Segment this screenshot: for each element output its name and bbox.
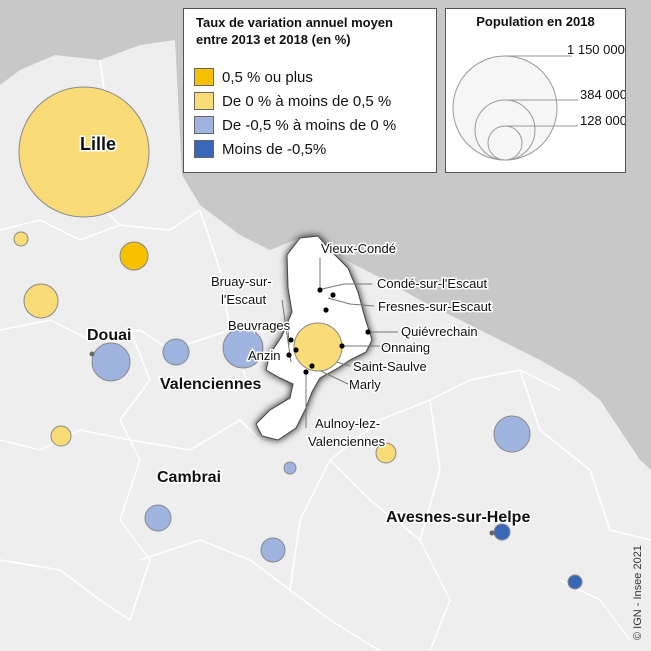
circle-denain: [222, 327, 264, 369]
label-lille: Lille: [80, 134, 116, 154]
commune-points: [286, 287, 371, 375]
legend-circle-small: [487, 125, 523, 161]
legend-rate-label: De -0,5 % à moins de 0 %: [222, 116, 397, 134]
legend-swatch: [194, 92, 214, 110]
legend-rate-label: De 0 % à moins de 0,5 %: [222, 92, 392, 110]
label-bruay-2: l'Escaut: [221, 292, 267, 307]
label-avesnes: Avesnes-sur-Helpe: [386, 509, 530, 526]
label-marly: Marly: [349, 377, 381, 392]
label-saint-saulve: Saint-Saulve: [353, 359, 427, 374]
legend-rate-row: Moins de -0,5%: [194, 139, 326, 159]
legend-rate-row: De 0 % à moins de 0,5 %: [194, 91, 391, 111]
label-quievrechain: Quiévrechain: [401, 324, 478, 339]
legend-rate-title: Taux de variation annuel moyen entre 201…: [196, 14, 432, 48]
legend-rate-label: Moins de -0,5%: [222, 140, 327, 158]
legend-swatch: [194, 116, 214, 134]
circle-commune-g: [260, 537, 286, 563]
label-conde: Condé-sur-l'Escaut: [377, 276, 488, 291]
circle-valenciennes-centre: [293, 322, 343, 372]
point-marly: [303, 369, 309, 375]
label-cambrai: Cambrai: [157, 469, 221, 486]
legend-rate-title-line1: Taux de variation annuel moyen: [196, 15, 393, 30]
point-bruay: [288, 337, 294, 343]
circle-lille: [18, 86, 150, 218]
circle-commune-f: [283, 461, 297, 475]
point-onnaing: [339, 343, 345, 349]
legend-rate-title-line2: entre 2013 et 2018 (en %): [196, 32, 351, 47]
label-douai: Douai: [87, 327, 131, 344]
point-anzin: [286, 352, 292, 358]
point-vieux-conde: [317, 287, 323, 293]
legend-rate-label: 0,5 % ou plus: [222, 68, 313, 86]
circle-cambrai: [144, 504, 172, 532]
label-fresnes: Fresnes-sur-Escaut: [378, 299, 492, 314]
legend-value-small: 128 000: [580, 113, 625, 128]
point-beuvrages: [293, 347, 299, 353]
circle-commune-e: [375, 442, 397, 464]
circle-commune-c: [162, 338, 190, 366]
circle-commune-b: [23, 283, 59, 319]
point-fresnes: [323, 307, 329, 313]
label-aulnoy-1: Aulnoy-lez-: [315, 416, 380, 431]
credit-text: © IGN - Insee 2021: [632, 545, 644, 640]
label-onnaing: Onnaing: [381, 340, 430, 355]
label-beuvrages: Beuvrages: [228, 318, 291, 333]
circle-fourmies: [567, 574, 583, 590]
circle-commune-d: [50, 425, 72, 447]
circle-commune-a: [119, 241, 149, 271]
legend-rate-row: 0,5 % ou plus: [194, 67, 313, 87]
legend-population-circles: 1 150 000 384 000 128 000: [452, 42, 625, 161]
point-conde: [330, 292, 336, 298]
label-anzin: Anzin: [248, 348, 281, 363]
legend-population: Population en 2018 1 150 000 384 000 128…: [445, 8, 626, 173]
legend-value-large: 1 150 000: [567, 42, 625, 57]
circle-armentieres-area: [13, 231, 29, 247]
population-circles: [13, 86, 583, 590]
point-saint-saulve: [309, 363, 315, 369]
label-aulnoy-2: Valenciennes: [308, 434, 386, 449]
point-avesnes: [489, 530, 495, 536]
legend-swatch: [194, 68, 214, 86]
legend-rate: Taux de variation annuel moyen entre 201…: [183, 8, 437, 173]
point-quievrechain: [365, 329, 371, 335]
legend-swatch: [194, 140, 214, 158]
legend-value-medium: 384 000: [580, 87, 625, 102]
point-douai: [89, 351, 95, 357]
legend-population-title: Population en 2018: [476, 14, 595, 29]
label-bruay-1: Bruay-sur-: [211, 274, 272, 289]
circle-douai: [91, 342, 131, 382]
circle-maubeuge: [493, 415, 531, 453]
label-valenciennes: Valenciennes: [160, 376, 261, 393]
circle-avesnes: [493, 523, 511, 541]
label-vieux-conde: Vieux-Condé: [321, 241, 396, 256]
legend-rate-row: De -0,5 % à moins de 0 %: [194, 115, 396, 135]
